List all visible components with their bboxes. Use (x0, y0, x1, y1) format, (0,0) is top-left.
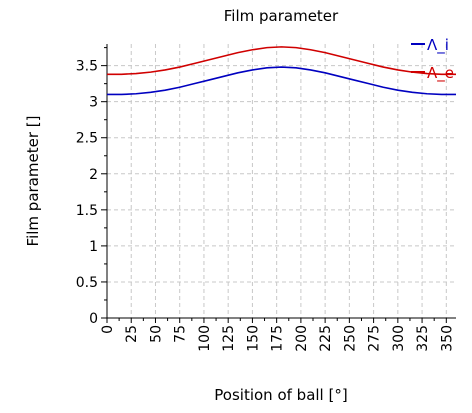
x-axis-label: Position of ball [°] (214, 386, 347, 404)
y-tick-label: 2 (89, 167, 98, 183)
y-tick-label: 0.5 (76, 275, 98, 291)
y-axis-label: Film parameter [] (24, 116, 42, 247)
tick-labels: 0 0.5 1 1.5 2 2.5 3 3.5 0 25 50 75 100 125 150 175 200 22… (76, 59, 456, 352)
y-tick-label: 3.5 (76, 59, 98, 75)
x-tick-label: 225 (318, 325, 334, 352)
x-tick-label: 300 (391, 325, 407, 352)
series-line-lambda-e (107, 46, 456, 76)
series-line-lambda-i (107, 66, 456, 96)
x-tick-label: 150 (245, 325, 261, 352)
series-lines (107, 46, 456, 96)
y-tick-label: 2.5 (76, 131, 98, 147)
legend-label-lambda-e: Λ_e (427, 64, 454, 83)
x-tick-label: 25 (124, 325, 140, 343)
x-tick-label: 175 (270, 325, 286, 352)
x-tick-label: 125 (221, 325, 237, 352)
y-tick-label: 0 (89, 311, 98, 327)
x-tick-label: 250 (342, 325, 358, 352)
x-tick-label: 100 (197, 325, 213, 352)
y-tick-label: 1.5 (76, 203, 98, 219)
legend: Λ_i Λ_e (411, 36, 454, 83)
y-tick-label: 1 (89, 239, 98, 255)
x-tick-label: 75 (173, 325, 189, 343)
x-tick-label: 0 (100, 325, 116, 334)
x-tick-label: 50 (148, 325, 164, 343)
x-tick-label: 350 (439, 325, 455, 352)
grid (107, 44, 456, 318)
x-tick-label: 275 (367, 325, 383, 352)
y-tick-label: 3 (89, 95, 98, 111)
legend-label-lambda-i: Λ_i (427, 36, 449, 55)
x-tick-label: 325 (415, 325, 431, 352)
chart-title: Film parameter (224, 7, 339, 25)
axes (101, 44, 456, 323)
x-tick-label: 200 (294, 325, 310, 352)
